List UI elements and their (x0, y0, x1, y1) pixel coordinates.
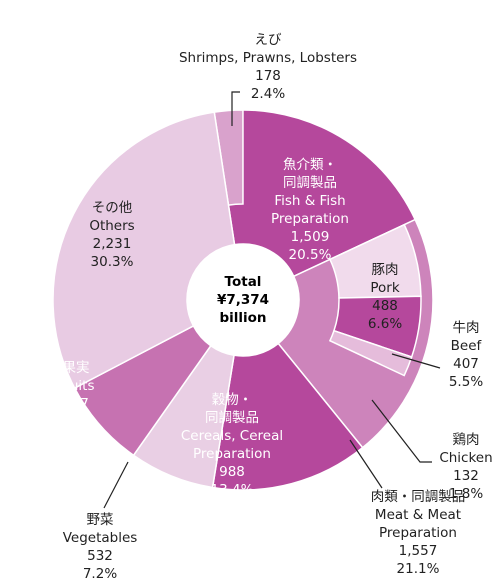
label-ja: 果実 (63, 360, 90, 376)
label-en: Chicken (439, 450, 492, 466)
percent-label: 21.1% (397, 561, 440, 577)
label-en: Fruits (58, 378, 95, 394)
percent-label: 7.2% (83, 566, 117, 582)
label-en: Beef (451, 338, 483, 354)
label-en: Vegetables (63, 530, 138, 546)
value-label: 2,231 (93, 236, 132, 252)
label-ja: 穀物・ (212, 392, 253, 408)
value-label: 557 (63, 396, 89, 412)
label-en: Preparation (193, 446, 271, 462)
center-hole (187, 244, 299, 356)
label-en: Meat & Meat (375, 507, 461, 523)
value-label: 1,509 (291, 229, 330, 245)
percent-label: 30.3% (91, 254, 134, 270)
label-ja: えび (255, 32, 282, 48)
label-ja: 肉類・同調製品 (371, 489, 466, 505)
label-en: Shrimps, Prawns, Lobsters (179, 50, 357, 66)
leader-line (391, 353, 441, 369)
center-label: billion (219, 310, 266, 326)
label-en: Pork (370, 280, 399, 296)
percent-label: 20.5% (289, 247, 332, 263)
leader-line (371, 399, 432, 463)
value-label: 988 (219, 464, 245, 480)
label-ja: 野菜 (87, 512, 114, 528)
leader-line (349, 439, 383, 489)
label-en: Preparation (379, 525, 457, 541)
label-en: Preparation (271, 211, 349, 227)
percent-label: 7.6% (59, 414, 93, 430)
percent-label: 13.4% (211, 482, 254, 498)
label-ja: 豚肉 (372, 262, 399, 278)
percent-label: 5.5% (449, 374, 483, 390)
label-en: Others (89, 218, 134, 234)
label-ja: その他 (92, 200, 133, 216)
percent-label: 6.6% (368, 316, 402, 332)
label-en: Cereals, Cereal (181, 428, 283, 444)
percent-label: 1.8% (449, 486, 483, 502)
sub-slice (213, 109, 244, 206)
value-label: 132 (453, 468, 479, 484)
center-label: ¥7,374 (217, 292, 269, 308)
label-ja: 魚介類・ (283, 157, 337, 173)
value-label: 407 (453, 356, 479, 372)
sub-slice (328, 329, 413, 377)
label-ja: 鶏肉 (453, 432, 480, 448)
value-label: 1,557 (399, 543, 438, 559)
leader-line (103, 461, 129, 509)
center-label: Total (225, 274, 262, 290)
leader-line (231, 91, 240, 126)
label-ja: 同調製品 (283, 175, 337, 191)
value-label: 532 (87, 548, 113, 564)
label-ja: 牛肉 (453, 320, 480, 336)
value-label: 488 (372, 298, 398, 314)
label-en: Fish & Fish (274, 193, 345, 209)
value-label: 178 (255, 68, 281, 84)
percent-label: 2.4% (251, 86, 285, 102)
label-ja: 同調製品 (205, 410, 259, 426)
